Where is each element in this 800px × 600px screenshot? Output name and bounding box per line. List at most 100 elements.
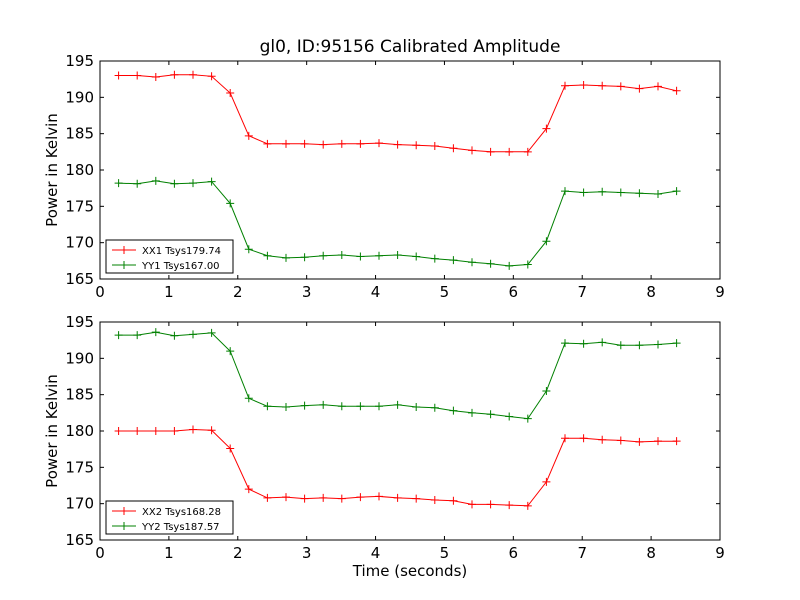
data-point [654, 437, 662, 446]
data-point [561, 339, 569, 348]
data-point [189, 330, 197, 339]
series-2 [114, 176, 681, 270]
data-point [282, 253, 290, 262]
data-point [300, 139, 309, 148]
data-point [616, 436, 625, 445]
data-point [393, 140, 402, 149]
data-point [170, 427, 179, 435]
data-point [616, 341, 625, 350]
legend-marker [120, 261, 128, 269]
data-point [375, 139, 383, 148]
data-point [486, 500, 495, 509]
data-point [207, 426, 216, 435]
legend: XX2 Tsys168.28 YY2 Tsys187.57 [105, 500, 234, 535]
y-tick-label: 170 [65, 495, 94, 513]
series-2 [114, 328, 681, 423]
data-point [598, 81, 607, 90]
data-point [300, 494, 309, 503]
data-point [282, 403, 290, 412]
data-point [226, 347, 235, 356]
data-point [207, 72, 216, 81]
data-point [486, 147, 495, 156]
data-point [468, 258, 476, 267]
data-point [300, 401, 309, 410]
data-point [598, 435, 607, 444]
data-point [468, 146, 476, 155]
subplot-2: 0 1 2 3 4 5 6 7 8 9 165 170 175 180 185 190 195 Power in … [43, 313, 725, 580]
data-point [226, 199, 235, 208]
y-tick-label: 175 [65, 458, 94, 476]
x-tick-label: 0 [95, 544, 105, 562]
data-point [356, 402, 365, 411]
data-point [244, 245, 253, 254]
data-point [449, 144, 458, 153]
data-point [523, 414, 532, 423]
data-point [356, 139, 365, 148]
data-point [505, 147, 514, 156]
data-point [598, 187, 607, 196]
data-point [505, 501, 514, 510]
data-point [542, 124, 551, 133]
data-point [319, 251, 328, 260]
legend-marker [120, 507, 128, 515]
data-point [300, 253, 309, 262]
y-tick-label: 190 [65, 88, 94, 106]
data-point [282, 139, 290, 148]
data-point [430, 496, 439, 505]
x-tick-label: 7 [577, 283, 587, 301]
series-1 [114, 425, 681, 510]
y-axis-label: Power in Kelvin [43, 113, 61, 227]
y-tick-label: 165 [65, 270, 94, 288]
subplot-1: 0 1 2 3 4 5 6 7 8 9 165 170 175 180 185 190 195 Power in … [43, 52, 725, 301]
x-tick-label: 6 [509, 544, 519, 562]
data-point [337, 251, 346, 260]
data-point [356, 252, 365, 261]
data-point [375, 402, 383, 411]
data-point [319, 140, 328, 149]
data-point [672, 437, 681, 446]
x-tick-label: 4 [371, 544, 381, 562]
data-point [468, 408, 476, 417]
x-tick-label: 5 [440, 283, 450, 301]
data-point [542, 237, 551, 246]
data-point [486, 259, 495, 268]
data-point [430, 403, 439, 412]
data-point [430, 254, 439, 263]
data-point [375, 251, 383, 260]
legend-marker [120, 522, 128, 530]
legend: XX1 Tsys179.74 YY1 Tsys167.00 [105, 239, 234, 274]
data-point [356, 493, 365, 502]
x-tick-label: 4 [371, 283, 381, 301]
y-tick-label: 195 [65, 313, 94, 331]
data-point [449, 496, 458, 505]
data-point [616, 82, 625, 91]
data-point [170, 179, 179, 188]
data-point [598, 338, 607, 347]
data-point [319, 493, 328, 502]
legend-label: XX1 Tsys179.74 [142, 246, 221, 257]
x-tick-label: 6 [509, 283, 519, 301]
x-tick-label: 1 [164, 544, 174, 562]
x-tick-label: 1 [164, 283, 174, 301]
data-point [449, 256, 458, 265]
data-point [133, 179, 142, 188]
data-point [616, 188, 625, 197]
data-point [226, 444, 235, 453]
data-point [635, 341, 644, 350]
data-point [654, 82, 662, 91]
data-point [579, 434, 588, 443]
data-point [672, 187, 681, 196]
data-point [672, 339, 681, 348]
x-tick-label: 5 [440, 544, 450, 562]
chart-title: gl0, ID:95156 Calibrated Amplitude [260, 37, 561, 57]
data-point [579, 339, 588, 348]
data-point [542, 387, 551, 396]
x-tick-label: 9 [715, 283, 725, 301]
data-point [393, 493, 402, 502]
data-point [654, 189, 662, 198]
data-point [337, 494, 346, 503]
data-point [244, 394, 253, 403]
y-tick-label: 180 [65, 161, 94, 179]
data-point [505, 261, 514, 270]
